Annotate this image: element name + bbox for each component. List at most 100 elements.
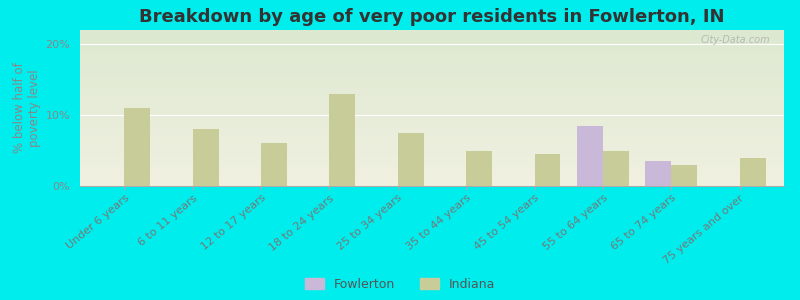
Bar [193,129,218,186]
Bar [80,110,784,111]
Bar [80,99,784,100]
Bar [330,94,355,186]
Bar [80,170,784,172]
Bar [80,117,784,119]
Bar [80,105,784,106]
Bar [80,46,784,47]
Bar [80,39,784,41]
Title: Breakdown by age of very poor residents in Fowlerton, IN: Breakdown by age of very poor residents … [139,8,725,26]
Bar [80,127,784,128]
Bar [80,128,784,130]
Bar [80,64,784,66]
Bar [80,141,784,142]
Text: City-Data.com: City-Data.com [700,35,770,45]
Bar [80,97,784,99]
Bar [80,85,784,86]
Bar [80,146,784,147]
Bar [80,167,784,169]
Bar [80,169,784,170]
Bar [80,155,784,156]
Bar [80,160,784,161]
Bar [80,166,784,167]
Bar [80,49,784,50]
Bar [80,172,784,173]
Bar [80,108,784,110]
Bar [80,86,784,88]
Bar [80,180,784,181]
Bar [80,161,784,163]
Bar [80,124,784,125]
Bar [80,63,784,64]
Bar [80,77,784,78]
Bar [80,53,784,55]
Bar [80,103,784,105]
Bar [398,133,424,186]
Bar [80,91,784,92]
Bar [80,111,784,113]
Bar [534,154,561,186]
Bar [80,94,784,95]
Bar [80,158,784,160]
Bar [80,184,784,186]
Bar [671,165,697,186]
Bar [80,82,784,83]
Bar [80,144,784,146]
Bar [80,58,784,60]
Bar [80,33,784,35]
Bar [80,55,784,56]
Bar [80,75,784,77]
Bar [80,47,784,49]
Bar [466,151,492,186]
Y-axis label: % below half of
poverty level: % below half of poverty level [14,63,42,153]
Bar [80,122,784,124]
Bar [80,95,784,97]
Bar [80,156,784,158]
Bar [261,143,287,186]
Bar [739,158,766,186]
Bar [80,153,784,155]
Bar [80,88,784,89]
Bar [80,83,784,85]
Bar [80,134,784,136]
Bar [80,52,784,53]
Bar [80,72,784,74]
Bar [80,121,784,122]
Bar [80,100,784,102]
Bar [80,148,784,150]
Bar [80,61,784,63]
Bar [80,139,784,141]
Bar [80,66,784,68]
Bar [80,147,784,148]
Bar [80,152,784,153]
Bar [80,89,784,91]
Bar [80,32,784,33]
Bar [80,138,784,139]
Bar [80,38,784,39]
Bar [80,74,784,75]
Bar [80,131,784,133]
Bar [80,43,784,44]
Bar [80,69,784,70]
Bar [80,181,784,183]
Bar [577,126,603,186]
Bar [80,114,784,116]
Bar [80,44,784,46]
Legend: Fowlerton, Indiana: Fowlerton, Indiana [305,278,495,291]
Bar [80,164,784,166]
Bar [80,56,784,58]
Bar [80,130,784,131]
Bar [80,60,784,61]
Bar [80,173,784,175]
Bar [80,136,784,138]
Bar [80,36,784,38]
Bar [80,35,784,36]
Bar [80,183,784,184]
Bar [80,92,784,94]
Bar [80,106,784,108]
Bar [80,150,784,152]
Bar [80,41,784,43]
Bar [80,119,784,121]
Bar [80,142,784,144]
Bar [646,161,671,186]
Bar [80,177,784,178]
